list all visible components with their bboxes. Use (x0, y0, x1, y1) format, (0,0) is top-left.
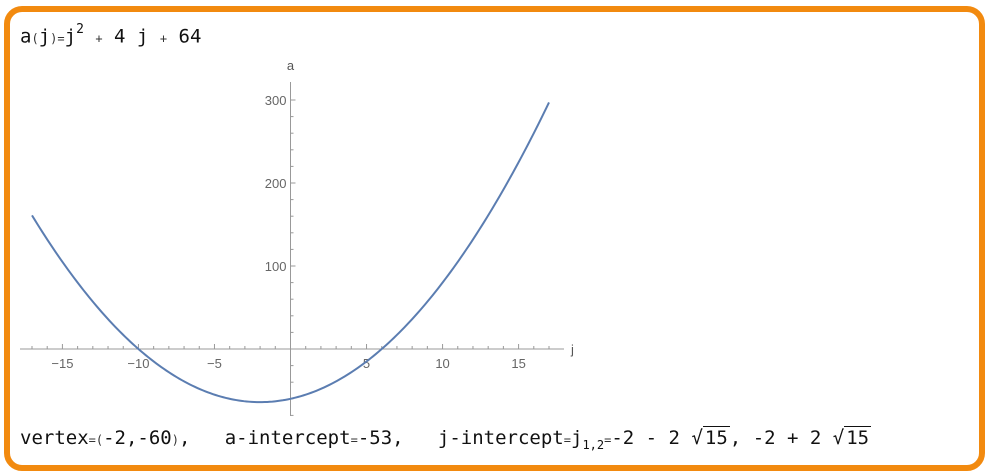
x-tick-label: 15 (511, 356, 525, 371)
vertex-value: -2,-60 (103, 427, 172, 449)
root-1-sqrt: √ 15 (691, 426, 730, 449)
x-tick-label: −15 (51, 356, 73, 371)
y-tick-label: 200 (265, 176, 287, 191)
y-tick-label: 100 (265, 259, 287, 274)
j-intercept-label: j-intercept (437, 427, 564, 449)
x-axis-label: j (570, 342, 574, 357)
formula-constant: 64 (178, 25, 202, 48)
root-1-prefix: -2 - 2 (611, 427, 680, 449)
formula-arg: j (38, 25, 51, 48)
x-tick-label: −10 (127, 356, 149, 371)
y-axis-label: a (287, 58, 295, 73)
formula-lhs: a (20, 25, 32, 48)
a-intercept-value: -53 (357, 427, 393, 449)
x-tick-label: 5 (363, 356, 370, 371)
j-intercept-subscript: 1,2 (582, 437, 605, 452)
vertex-label: vertex (20, 427, 89, 449)
root-2-sqrt: √ 15 (832, 426, 872, 449)
result-frame (4, 6, 985, 471)
function-formula: a(j)=j2 + 4 j + 64 (20, 22, 202, 48)
formula-linear-term: 4 j (114, 25, 149, 48)
x-tick-label: −5 (207, 356, 222, 371)
function-curve (31, 102, 550, 404)
a-intercept-label: a-intercept (224, 427, 351, 449)
formula-exponent: 2 (76, 22, 84, 37)
x-tick-label: 10 (435, 356, 449, 371)
y-tick-label: 300 (265, 93, 287, 108)
root-2-prefix: -2 + 2 (752, 427, 822, 449)
result-summary: vertex=(-2,-60), a-intercept=-53, j-inte… (20, 426, 872, 452)
formula-base: j (64, 25, 77, 48)
